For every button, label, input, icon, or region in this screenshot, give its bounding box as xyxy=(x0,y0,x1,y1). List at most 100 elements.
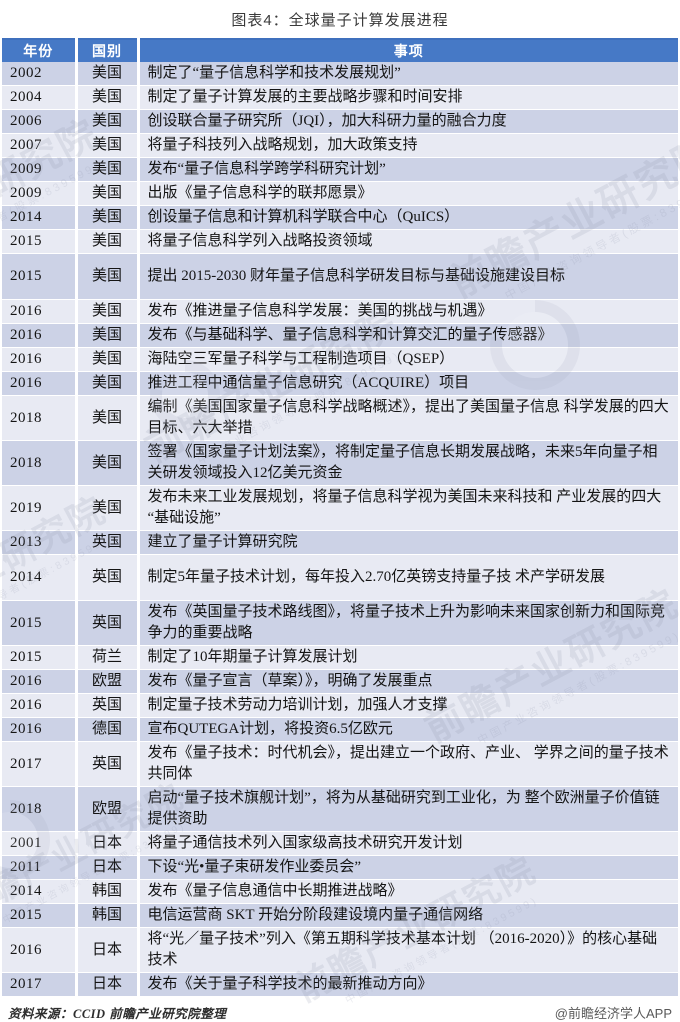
column-header-event: 事项 xyxy=(138,38,678,62)
cell-year: 2015 xyxy=(2,229,78,254)
cell-event: 制定了“量子信息科学和技术发展规划” xyxy=(138,62,678,86)
cell-year: 2015 xyxy=(2,645,78,670)
cell-country: 美国 xyxy=(76,347,140,372)
table-row: 2016 美国 海陆空三军量子科学与工程制造项目（QSEP） xyxy=(2,347,678,372)
cell-event: 发布“量子信息科学跨学科研究计划” xyxy=(138,157,678,182)
column-header-year: 年份 xyxy=(2,38,78,62)
cell-country: 美国 xyxy=(76,85,140,110)
cell-event: 发布《关于量子科学技术的最新推动方向》 xyxy=(138,972,678,997)
cell-event: 编制《美国国家量子信息科学战略概述》，提出了美国量子信息 科学发展的四大目标、六… xyxy=(138,395,678,441)
cell-year: 2014 xyxy=(2,879,78,904)
cell-year: 2015 xyxy=(2,600,78,646)
table-header: 年份 国别 事项 xyxy=(2,38,678,62)
table-row: 2014 韩国 发布《量子信息通信中长期推进战略》 xyxy=(2,879,678,904)
cell-year: 2018 xyxy=(2,786,78,832)
cell-country: 日本 xyxy=(76,855,140,880)
cell-country: 美国 xyxy=(76,395,140,441)
cell-country: 美国 xyxy=(76,229,140,254)
table-row: 2015 韩国 电信运营商 SKT 开始分阶段建设境内量子通信网络 xyxy=(2,903,678,928)
table-row: 2017 日本 发布《关于量子科学技术的最新推动方向》 xyxy=(2,972,678,997)
cell-year: 2002 xyxy=(2,62,78,86)
cell-event: 海陆空三军量子科学与工程制造项目（QSEP） xyxy=(138,347,678,372)
cell-event: 将量子通信技术列入国家级高技术研究开发计划 xyxy=(138,831,678,856)
table-row: 2018 美国 签署《国家量子计划法案》，将制定量子信息长期发展战略，未来5年向量子… xyxy=(2,440,678,486)
footer: 资料来源：CCID 前瞻产业研究院整理 @前瞻经济学人APP xyxy=(8,1003,672,1022)
table-row: 2007 美国 将量子科技列入战略规划，加大政策支持 xyxy=(2,133,678,158)
cell-country: 日本 xyxy=(76,831,140,856)
table-row: 2013 英国 建立了量子计算研究院 xyxy=(2,530,678,555)
cell-country: 美国 xyxy=(76,371,140,396)
cell-country: 美国 xyxy=(76,133,140,158)
cell-event: 建立了量子计算研究院 xyxy=(138,530,678,555)
cell-year: 2016 xyxy=(2,693,78,718)
cell-year: 2014 xyxy=(2,205,78,230)
cell-country: 德国 xyxy=(76,717,140,742)
cell-event: 制定了10年期量子计算发展计划 xyxy=(138,645,678,670)
cell-year: 2018 xyxy=(2,395,78,441)
table-row: 2016 日本 将“光／量子技术”列入《第五期科学技术基本计划 （2016-2020… xyxy=(2,927,678,973)
cell-year: 2015 xyxy=(2,253,78,300)
cell-year: 2011 xyxy=(2,855,78,880)
cell-event: 电信运营商 SKT 开始分阶段建设境内量子通信网络 xyxy=(138,903,678,928)
cell-event: 发布《英国量子技术路线图》，将量子技术上升为影响未来国家创新力和国际竞争力的重要… xyxy=(138,600,678,646)
development-table: 年份 国别 事项 2002 美国 制定了“量子信息科学和技术发展规划” 2004 美国制… xyxy=(2,38,678,997)
table-row: 2015 美国 将量子信息科学列入战略投资领域 xyxy=(2,229,678,254)
cell-country: 美国 xyxy=(76,157,140,182)
table-row: 2016 英国 制定量子技术劳动力培训计划，加强人才支撑 xyxy=(2,693,678,718)
cell-country: 欧盟 xyxy=(76,669,140,694)
cell-country: 英国 xyxy=(76,554,140,601)
cell-year: 2001 xyxy=(2,831,78,856)
cell-event: 创设量子信息和计算机科学联合中心（QuICS） xyxy=(138,205,678,230)
table-row: 2016 德国 宣布QUTEGA计划，将投资6.5亿欧元 xyxy=(2,717,678,742)
cell-country: 欧盟 xyxy=(76,786,140,832)
table-row: 2006 美国 创设联合量子研究所（JQI），加大科研力量的融合力度 xyxy=(2,109,678,134)
table-row: 2001 日本 将量子通信技术列入国家级高技术研究开发计划 xyxy=(2,831,678,856)
cell-year: 2017 xyxy=(2,741,78,787)
cell-year: 2015 xyxy=(2,903,78,928)
cell-country: 美国 xyxy=(76,62,140,86)
table-row: 2016 美国 推进工程中通信量子信息研究（ACQUIRE）项目 xyxy=(2,371,678,396)
cell-year: 2004 xyxy=(2,85,78,110)
table-row: 2018 美国 编制《美国国家量子信息科学战略概述》，提出了美国量子信息 科学发展的… xyxy=(2,395,678,441)
table-body: 2002 美国 制定了“量子信息科学和技术发展规划” 2004 美国 制定了量子计算发展的… xyxy=(2,62,678,997)
cell-event: 发布未来工业发展规划，将量子信息科学视为美国未来科技和 产业发展的四大“基础设施… xyxy=(138,485,678,531)
cell-country: 美国 xyxy=(76,299,140,324)
table-row: 2015 英国 发布《英国量子技术路线图》，将量子技术上升为影响未来国家创新力和国际… xyxy=(2,600,678,646)
cell-event: 制定5年量子技术计划，每年投入2.70亿英镑支持量子技 术产学研发展 xyxy=(138,554,678,601)
source-note: 资料来源：CCID 前瞻产业研究院整理 xyxy=(8,1007,227,1021)
cell-country: 荷兰 xyxy=(76,645,140,670)
table-row: 2009 美国 出版《量子信息科学的联邦愿景》 xyxy=(2,181,678,206)
cell-country: 日本 xyxy=(76,927,140,973)
cell-event: 下设“光•量子束研发作业委员会” xyxy=(138,855,678,880)
table-row: 2016 美国 发布《推进量子信息科学发展：美国的挑战与机遇》 xyxy=(2,299,678,324)
cell-event: 发布《量子信息通信中长期推进战略》 xyxy=(138,879,678,904)
cell-country: 美国 xyxy=(76,181,140,206)
header-row: 年份 国别 事项 xyxy=(2,38,678,62)
table-row: 2009 美国 发布“量子信息科学跨学科研究计划” xyxy=(2,157,678,182)
cell-year: 2019 xyxy=(2,485,78,531)
cell-event: 创设联合量子研究所（JQI），加大科研力量的融合力度 xyxy=(138,109,678,134)
column-header-country: 国别 xyxy=(76,38,140,62)
cell-country: 英国 xyxy=(76,693,140,718)
table-row: 2011 日本 下设“光•量子束研发作业委员会” xyxy=(2,855,678,880)
cell-year: 2017 xyxy=(2,972,78,997)
cell-event: 发布《与基础科学、量子信息科学和计算交汇的量子传感器》 xyxy=(138,323,678,348)
cell-year: 2006 xyxy=(2,109,78,134)
table-row: 2018 欧盟 启动“量子技术旗舰计划”，将为从基础研究到工业化，为 整个欧洲量子价… xyxy=(2,786,678,832)
cell-event: 发布《量子技术：时代机会》，提出建立一个政府、产业、 学界之间的量子技术共同体 xyxy=(138,741,678,787)
cell-country: 英国 xyxy=(76,600,140,646)
cell-event: 发布《量子宣言（草案）》，明确了发展重点 xyxy=(138,669,678,694)
cell-country: 美国 xyxy=(76,109,140,134)
cell-year: 2013 xyxy=(2,530,78,555)
cell-country: 英国 xyxy=(76,741,140,787)
credit-note: @前瞻经济学人APP xyxy=(554,1006,672,1021)
cell-year: 2016 xyxy=(2,927,78,973)
table-row: 2016 欧盟 发布《量子宣言（草案）》，明确了发展重点 xyxy=(2,669,678,694)
chart-title: 图表4：全球量子计算发展进程 xyxy=(231,12,449,29)
cell-year: 2016 xyxy=(2,371,78,396)
cell-country: 韩国 xyxy=(76,903,140,928)
table-row: 2014 英国 制定5年量子技术计划，每年投入2.70亿英镑支持量子技 术产学研发展 xyxy=(2,554,678,601)
cell-event: 将“光／量子技术”列入《第五期科学技术基本计划 （2016-2020）》的核心基… xyxy=(138,927,678,973)
cell-year: 2016 xyxy=(2,323,78,348)
cell-event: 发布《推进量子信息科学发展：美国的挑战与机遇》 xyxy=(138,299,678,324)
